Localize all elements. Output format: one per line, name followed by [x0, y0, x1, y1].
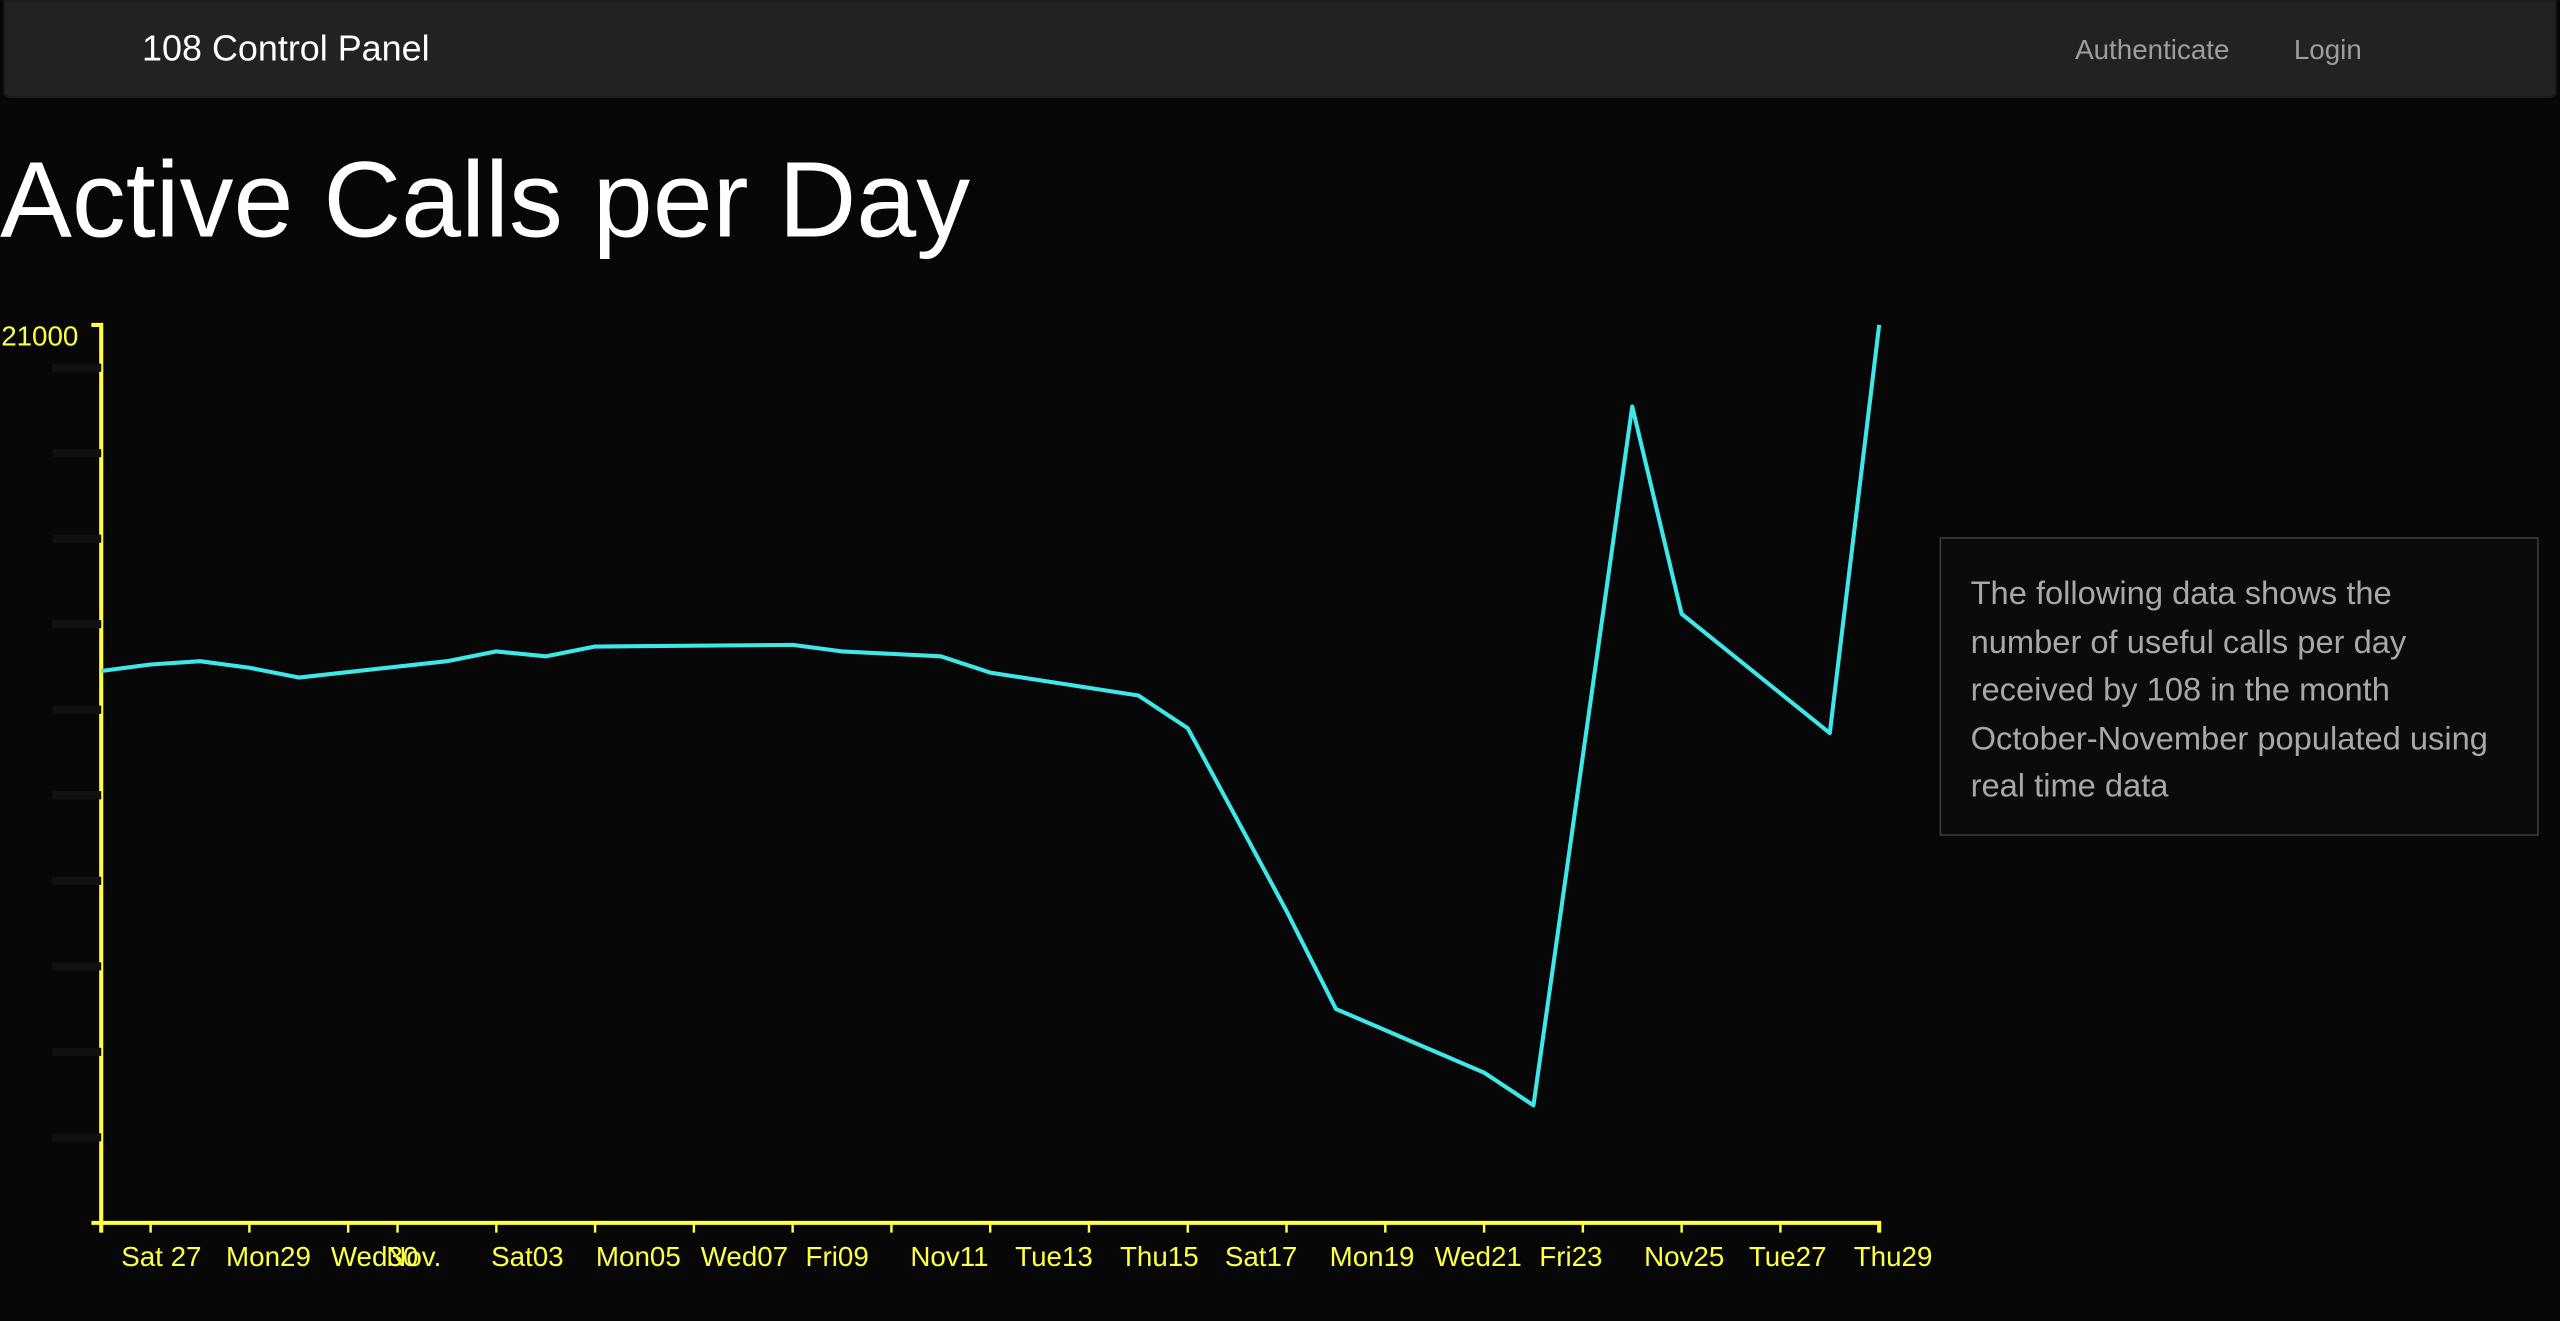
x-tick-label: Wed07 — [701, 1241, 788, 1272]
x-tick-label: Thu15 — [1120, 1241, 1199, 1272]
y-axis — [91, 322, 104, 1225]
x-tick-label: Fri23 — [1539, 1241, 1602, 1272]
y-tick-label: 21000 — [1, 320, 78, 351]
x-tick-label: Sat 27 — [121, 1241, 201, 1272]
x-tick-label: Nov11 — [910, 1241, 988, 1272]
x-tick-label: Tue13 — [1015, 1241, 1093, 1272]
navbar: 108 Control Panel Authenticate Login — [3, 0, 2557, 98]
brand[interactable]: 108 Control Panel — [142, 27, 430, 69]
x-tick-label: Mon29 — [226, 1241, 311, 1272]
x-tick-label: Wed21 — [1434, 1241, 1521, 1272]
x-tick-label: Thu29 — [1854, 1241, 1933, 1272]
page-title: Active Calls per Day — [0, 138, 971, 260]
nav-link[interactable]: Authenticate — [2075, 34, 2230, 66]
x-tick-label: Mon05 — [596, 1241, 681, 1272]
nav-link[interactable]: Login — [2293, 34, 2362, 66]
data-line — [100, 324, 1882, 1108]
x-tick-label: Mon19 — [1330, 1241, 1415, 1272]
x-tick-label: Tue27 — [1749, 1241, 1827, 1272]
x-tick-label: Nov. — [386, 1241, 441, 1272]
x-tick-label: Wed30 — [331, 1241, 418, 1272]
x-tick-label: Fri09 — [806, 1241, 869, 1272]
description-box: The following data shows the number of u… — [1939, 537, 2539, 836]
x-tick-label: Sat03 — [491, 1241, 564, 1272]
x-tick-label: Sat17 — [1225, 1241, 1298, 1272]
x-tick-label: Nov25 — [1644, 1241, 1724, 1272]
